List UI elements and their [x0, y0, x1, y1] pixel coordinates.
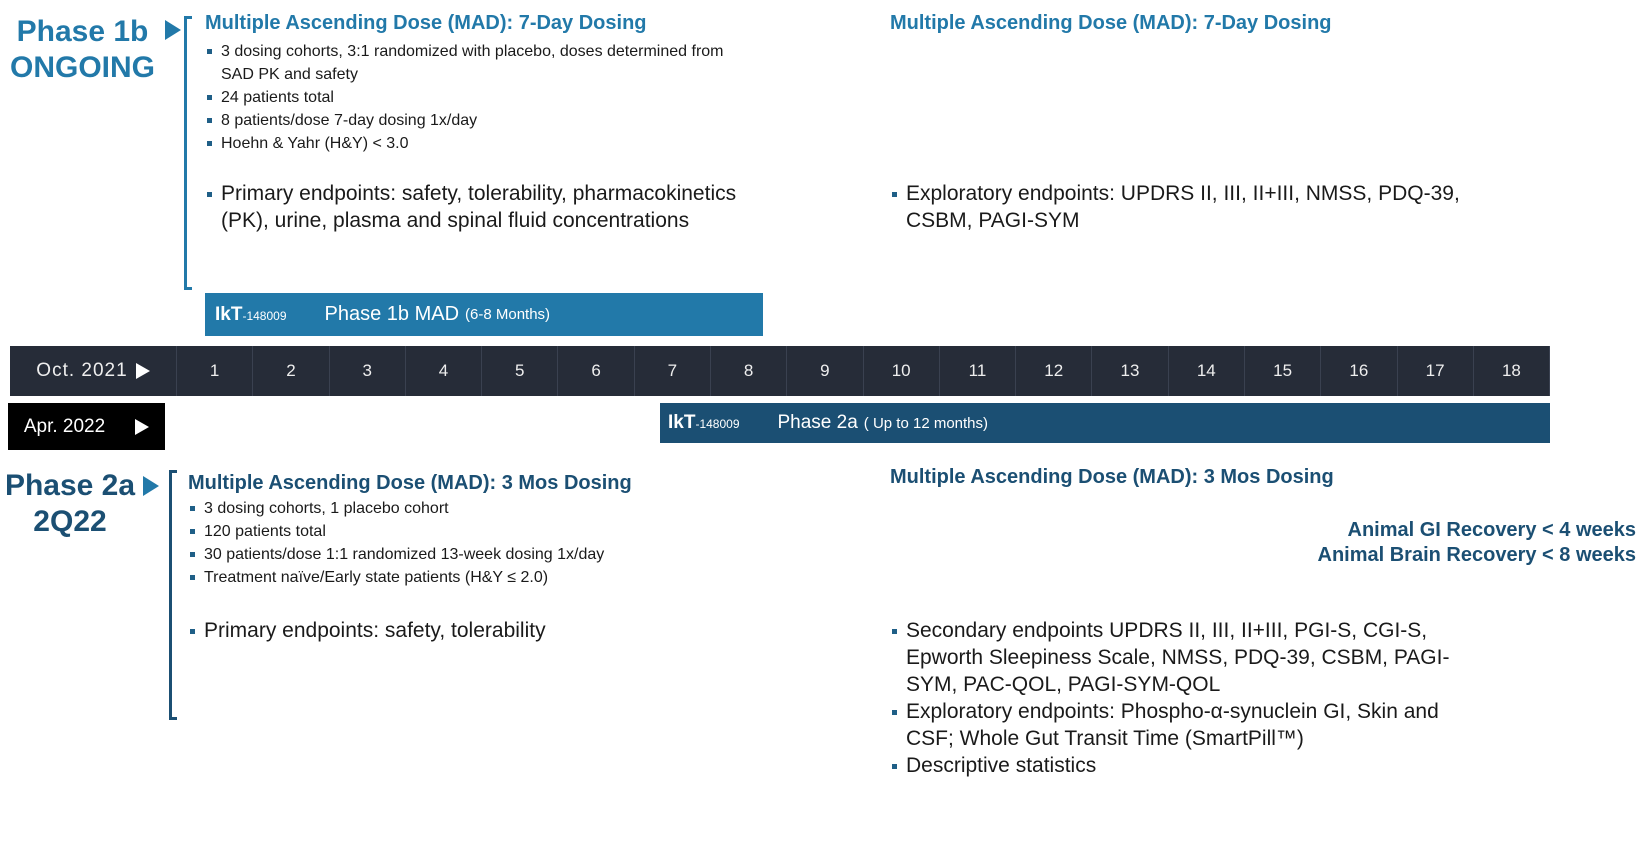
phase2a-right-heading: Multiple Ascending Dose (MAD): 3 Mos Dos…: [890, 466, 1334, 488]
bracket: [184, 16, 192, 290]
phase1b-bar-label: Phase 1b MAD: [324, 303, 460, 325]
phase1b-bar: IkT -148009 Phase 1b MAD (6-8 Months): [205, 293, 763, 336]
arrow-icon: [143, 476, 159, 496]
phase1b-right-heading: Multiple Ascending Dose (MAD): 7-Day Dos…: [890, 12, 1332, 34]
ikt-logo: IkT -148009: [668, 412, 740, 433]
recovery-notes: Animal GI Recovery < 4 weeks Animal Brai…: [1318, 518, 1637, 568]
phase1b-status: ONGOING: [9, 51, 155, 84]
play-arrow-icon: [135, 418, 150, 435]
timeline-month: 12: [1016, 346, 1093, 396]
timeline: Oct. 2021 1 2 3 4 5 6 7 8 9 10 11 12 13 14 15 16 17 18: [10, 346, 1551, 396]
timeline-month: 11: [940, 346, 1017, 396]
timeline-start: Oct. 2021: [10, 346, 177, 396]
recovery-brain: Animal Brain Recovery < 8 weeks: [1317, 544, 1637, 566]
timeline-month: 15: [1245, 346, 1322, 396]
phase2a-status: 2Q22: [33, 505, 107, 538]
timeline-month: 17: [1398, 346, 1474, 396]
list-item: 24 patients total: [205, 86, 725, 109]
list-item: Exploratory endpoints: Phospho-α-synucle…: [890, 698, 1490, 752]
phase2a-primary-endpoints: Primary endpoints: safety, tolerability: [188, 617, 748, 644]
timeline-month: 8: [711, 346, 788, 396]
list-item: 3 dosing cohorts, 3:1 randomized with pl…: [205, 40, 725, 86]
timeline-month: 16: [1321, 346, 1398, 396]
phase1b-title: Phase 1b ONGOING: [0, 14, 165, 86]
list-item: Hoehn & Yahr (H&Y) < 3.0: [205, 132, 725, 155]
timeline-month: 4: [406, 346, 483, 396]
phase2a-right-bullets: Secondary endpoints UPDRS II, III, II+II…: [890, 617, 1490, 779]
timeline-month: 10: [864, 346, 940, 396]
list-item: 3 dosing cohorts, 1 placebo cohort: [188, 497, 748, 520]
phase2a-heading: Multiple Ascending Dose (MAD): 3 Mos Dos…: [188, 472, 632, 494]
timeline-month: 3: [330, 346, 406, 396]
phase1b-exploratory-endpoints: Exploratory endpoints: UPDRS II, III, II…: [890, 180, 1480, 234]
phase1b-primary-endpoints: Primary endpoints: safety, tolerability,…: [205, 180, 775, 234]
timeline-month: 6: [558, 346, 635, 396]
list-item: Treatment naïve/Early state patients (H&…: [188, 566, 748, 589]
arrow-icon: [165, 20, 181, 40]
timeline-month: 9: [787, 346, 864, 396]
phase2a-title-line1: Phase 2a: [4, 469, 136, 502]
phase1b-bar-duration: (6-8 Months): [465, 306, 551, 323]
list-item: Secondary endpoints UPDRS II, III, II+II…: [890, 617, 1490, 698]
phase2a-title: Phase 2a 2Q22: [0, 468, 140, 540]
timeline-month: 7: [635, 346, 711, 396]
phase2a-bar: IkT -148009 Phase 2a ( Up to 12 months): [660, 403, 1550, 443]
timeline-month: 14: [1169, 346, 1245, 396]
list-item: Descriptive statistics: [890, 752, 1490, 779]
play-arrow-icon: [135, 363, 150, 379]
phase2-start-label: Apr. 2022: [8, 403, 165, 450]
list-item: 8 patients/dose 7-day dosing 1x/day: [205, 109, 725, 132]
phase2a-bullets: 3 dosing cohorts, 1 placebo cohort 120 p…: [188, 497, 748, 589]
timeline-month: 18: [1474, 346, 1551, 396]
timeline-month: 5: [482, 346, 559, 396]
recovery-gi: Animal GI Recovery < 4 weeks: [1347, 519, 1637, 541]
timeline-month: 1: [177, 346, 254, 396]
phase1b-heading: Multiple Ascending Dose (MAD): 7-Day Dos…: [205, 12, 647, 34]
timeline-month: 2: [253, 346, 330, 396]
list-item: 30 patients/dose 1:1 randomized 13-week …: [188, 543, 748, 566]
ikt-logo: IkT -148009: [215, 303, 287, 325]
phase2a-bar-duration: ( Up to 12 months): [863, 414, 989, 432]
phase1b-bullets: 3 dosing cohorts, 3:1 randomized with pl…: [205, 40, 725, 155]
timeline-month: 13: [1092, 346, 1169, 396]
phase1b-title-line1: Phase 1b: [16, 15, 149, 48]
list-item: 120 patients total: [188, 520, 748, 543]
phase2a-bar-label: Phase 2a: [777, 412, 858, 433]
bracket: [169, 470, 177, 720]
